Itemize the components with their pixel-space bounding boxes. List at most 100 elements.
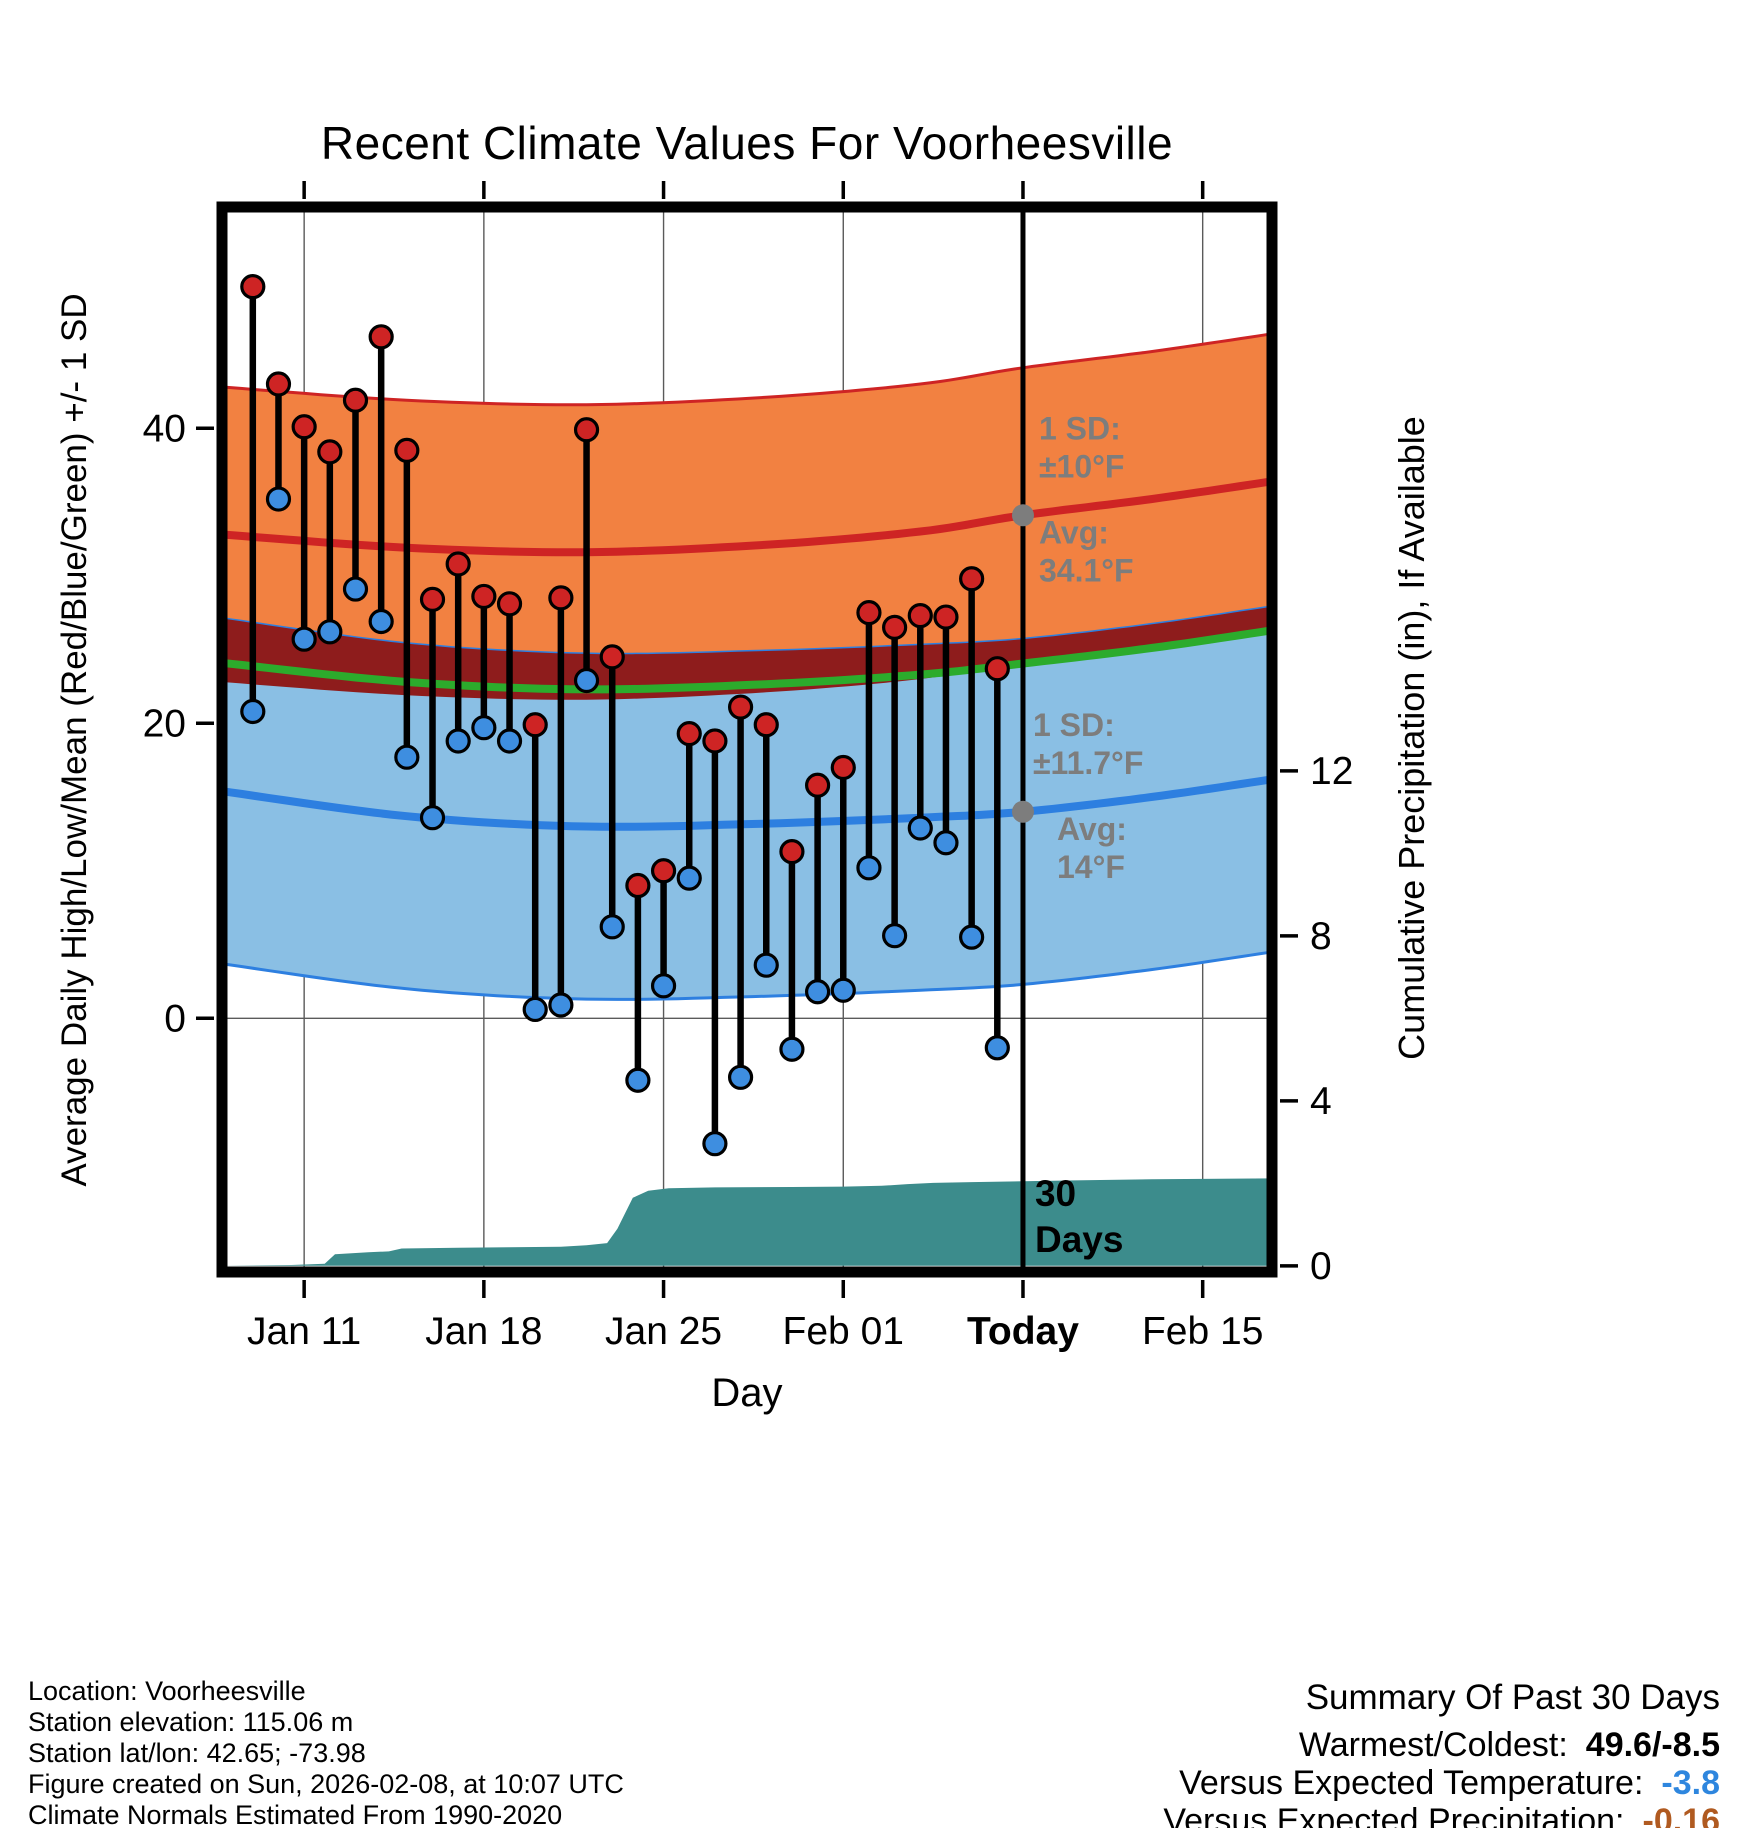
daily-low-dot [419,805,446,831]
daily-low-dot [650,973,677,999]
period-label: 30 [1035,1173,1076,1214]
daily-high-dot [342,387,369,413]
summary-vs-temp: Versus Expected Temperature: -3.8 [1163,1764,1720,1802]
warmest-coldest-label: Warmest/Coldest: [1298,1726,1568,1764]
daily-low-dot [702,1131,728,1157]
daily-high-dot [317,439,343,465]
daily-low-dot [342,576,369,602]
daily-low-dot [368,608,394,635]
y-right-tick-label: 4 [1310,1080,1332,1123]
daily-high-dot [291,414,317,440]
daily-high-dot [419,586,446,612]
daily-high-dot [830,754,856,781]
vs-temp-value: -3.8 [1661,1764,1720,1802]
daily-high-dot [933,604,959,630]
daily-high-dot [599,644,625,670]
daily-high-dot [804,772,831,798]
daily-low-dot [984,1035,1010,1061]
annotation-low-avg: Avg: [1057,811,1127,847]
y-right-axis-label: Cumulative Precipitation (in), If Availa… [1391,416,1432,1060]
daily-high-dot [394,437,420,463]
daily-low-dot [727,1064,754,1090]
daily-low-dot [882,923,908,949]
daily-low-dot [522,996,548,1023]
summary-panel: Summary Of Past 30 Days Warmest/Coldest:… [1163,1678,1720,1828]
daily-low-dot [625,1067,651,1093]
daily-low-dot [265,486,292,512]
plot-border [216,201,1278,1278]
x-axis-label: Day [711,1371,782,1415]
x-tick-label: Feb 01 [783,1310,904,1353]
y-right-tick-label: 8 [1310,915,1332,958]
x-tick-label: Jan 18 [425,1310,542,1353]
daily-high-dot [959,566,985,592]
annotation-low-sd: ±11.7°F [1033,745,1143,781]
climate-normals-note: Climate Normals Estimated From 1990-2020 [28,1800,563,1828]
daily-low-dot [317,619,343,645]
daily-high-dot [573,417,600,443]
summary-warmest-coldest: Warmest/Coldest: 49.6/-8.5 [1163,1726,1720,1764]
station-latlon: Station lat/lon: 42.65; -73.98 [28,1738,366,1768]
y-left-axis-label: Average Daily High/Low/Mean (Red/Blue/Gr… [55,293,94,1186]
daily-high-dot [727,694,754,720]
summary-vs-precip: Versus Expected Precipitation: -0.16 [1163,1802,1720,1828]
y-right-tick-label: 12 [1310,750,1353,793]
warmest-coldest-value: 49.6/-8.5 [1585,1726,1720,1764]
vs-temp-label: Versus Expected Temperature: [1179,1764,1644,1802]
daily-low-dot [496,728,523,754]
annotation-high-avg: 34.1°F [1039,552,1134,588]
vs-precip-label: Versus Expected Precipitation: [1163,1802,1625,1828]
cumulative-precip-area [222,1178,1272,1266]
daily-low-dot [753,952,779,978]
x-tick-label: Feb 15 [1142,1310,1263,1353]
daily-high-dot [650,858,677,884]
daily-low-dot [573,667,600,694]
daily-high-dot [702,728,728,754]
annotation-low-avg: 14°F [1057,849,1125,885]
station-info-block: Location: Voorheesville Station elevatio… [28,1676,624,1828]
daily-low-dot [548,992,574,1018]
vs-precip-value: -0.16 [1642,1802,1721,1828]
daily-high-dot [548,585,574,611]
daily-high-dot [882,614,908,640]
daily-low-dot [959,924,985,950]
daily-high-dot [522,712,548,738]
daily-high-dot [445,551,471,577]
daily-low-dot [445,728,471,754]
low-avg-marker-dot [1011,800,1034,823]
daily-low-dot [599,914,625,940]
daily-low-dot [830,977,856,1003]
daily-low-dot [907,815,933,841]
daily-high-dot [907,602,933,629]
daily-low-dot [804,979,831,1005]
station-location: Location: Voorheesville [28,1676,306,1706]
daily-high-dot [265,371,292,397]
daily-high-dot [984,656,1010,682]
y-left-tick-label: 40 [143,407,186,450]
annotation-low-sd: 1 SD: [1033,707,1115,743]
daily-high-dot [496,591,523,617]
daily-low-dot [471,715,497,741]
y-left-tick-label: 20 [143,702,186,745]
annotation-high-sd: ±10°F [1039,448,1125,484]
daily-high-dot [856,600,882,626]
daily-high-dot [779,839,805,865]
daily-high-dot [240,274,266,300]
daily-low-dot [240,698,266,725]
high-normal-avg-line [222,477,1272,557]
daily-low-dot [856,855,882,881]
annotation-high-avg: Avg: [1039,514,1109,550]
summary-title: Summary Of Past 30 Days [1305,1678,1720,1717]
daily-high-dot [625,872,651,899]
chart-title: Recent Climate Values For Voorheesville [320,117,1174,169]
figure-created: Figure created on Sun, 2026-02-08, at 10… [28,1769,624,1799]
daily-low-dot [676,865,702,891]
y-left-tick-label: 0 [164,997,186,1040]
x-tick-label: Jan 11 [247,1310,361,1353]
period-label: Days [1035,1219,1123,1260]
daily-low-dot [779,1036,805,1062]
daily-high-dot [676,720,702,747]
mean-normal-line [222,626,1272,694]
